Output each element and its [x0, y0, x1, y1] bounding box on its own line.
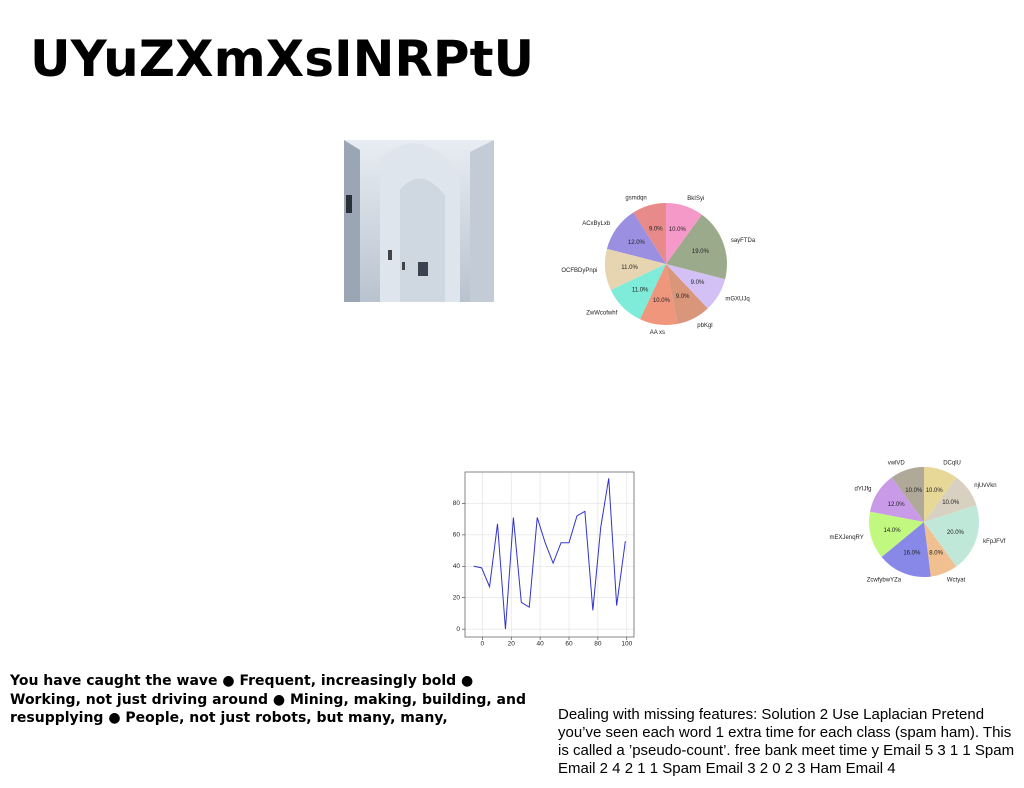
- slice-value-label: 8.0%: [929, 550, 943, 556]
- slice-label: ZcwfybwYZa: [867, 577, 902, 583]
- slice-label: DCqlU: [943, 460, 961, 466]
- x-tick-label: 20: [508, 641, 516, 648]
- slice-value-label: 12.0%: [628, 240, 646, 246]
- pie-slice: [891, 467, 924, 522]
- left-text: You have caught the wave ● Frequent, inc…: [10, 673, 526, 726]
- y-tick-label: 40: [453, 563, 461, 570]
- slice-label: kFpJFVf: [983, 539, 1006, 545]
- pie-slice: [633, 203, 666, 264]
- slice-value-label: 10.0%: [653, 298, 671, 304]
- slice-label: gsmdqn: [625, 195, 646, 201]
- y-tick-label: 20: [453, 594, 461, 601]
- slice-label: mEXJenqRY: [830, 535, 864, 541]
- slice-value-label: 10.0%: [942, 500, 960, 506]
- right-text: Dealing with missing features: Solution …: [558, 706, 1015, 777]
- slice-label: vwlVD: [888, 460, 906, 466]
- slice-label: ZwWcofwhf: [586, 310, 617, 316]
- slice-value-label: 9.0%: [691, 280, 705, 286]
- pie-slice: [881, 522, 931, 577]
- pie-slice: [666, 264, 726, 309]
- slice-label: OCFBDyPnpi: [561, 268, 597, 274]
- plot-frame: [464, 471, 635, 638]
- slice-value-label: 11.0%: [632, 287, 649, 293]
- pie-slice: [924, 505, 979, 567]
- x-tick-label: 80: [594, 641, 602, 648]
- slice-value-label: 10.0%: [669, 227, 687, 233]
- slice-label: dYIJfg: [855, 486, 872, 492]
- slice-value-label: 12.0%: [888, 502, 906, 508]
- pie-slice: [869, 511, 924, 558]
- pie-slice: [604, 248, 666, 290]
- slice-value-label: 14.0%: [884, 528, 902, 534]
- slice-value-label: 20.0%: [947, 530, 965, 536]
- slice-label: sayFTDa: [731, 238, 756, 244]
- title: UYuZXmXsINRPtU: [30, 30, 535, 88]
- slice-label: AA xs: [650, 330, 665, 336]
- pie-slice: [606, 212, 666, 264]
- slice-label: ACxByLxb: [582, 221, 611, 227]
- slice-label: njUvVkn: [974, 483, 996, 489]
- slice-value-label: 10.0%: [905, 488, 923, 494]
- y-tick-label: 80: [453, 500, 461, 507]
- slice-value-label: 16.0%: [903, 550, 921, 556]
- line-series: [473, 478, 626, 630]
- slice-label: mGXUJq: [725, 297, 749, 303]
- pie-slice: [640, 264, 678, 325]
- pie-slice: [924, 522, 957, 577]
- slice-value-label: 9.0%: [676, 294, 690, 300]
- pie-slice: [666, 203, 702, 264]
- pie-slice: [610, 264, 666, 320]
- slice-value-label: 11.0%: [621, 265, 638, 271]
- x-tick-label: 0: [481, 641, 485, 648]
- pie-slice: [924, 467, 957, 522]
- y-tick-label: 60: [453, 532, 461, 539]
- slice-value-label: 19.0%: [692, 249, 710, 255]
- photo: [344, 140, 494, 302]
- x-tick-label: 60: [565, 641, 573, 648]
- x-tick-label: 100: [621, 641, 632, 648]
- x-tick-label: 40: [536, 641, 544, 648]
- slice-label: BkISyi: [687, 196, 704, 202]
- y-tick-label: 0: [456, 626, 460, 633]
- slice-label: Wctyat: [947, 577, 966, 583]
- slice-value-label: 9.0%: [649, 226, 663, 232]
- pie-slice: [924, 477, 977, 522]
- canvas: 9.0% gsmdqn 12.0% ACxByLxb 11.0% OCFBDyPnpi 11…: [344, 140, 1006, 648]
- pie-slice: [869, 477, 924, 522]
- pie-slice: [666, 264, 708, 324]
- slice-label: pbKgl: [697, 323, 712, 329]
- pie-slice: [666, 214, 727, 280]
- slice-value-label: 10.0%: [926, 488, 944, 494]
